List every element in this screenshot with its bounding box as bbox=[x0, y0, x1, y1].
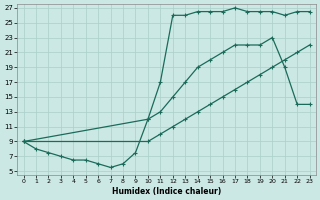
X-axis label: Humidex (Indice chaleur): Humidex (Indice chaleur) bbox=[112, 187, 221, 196]
